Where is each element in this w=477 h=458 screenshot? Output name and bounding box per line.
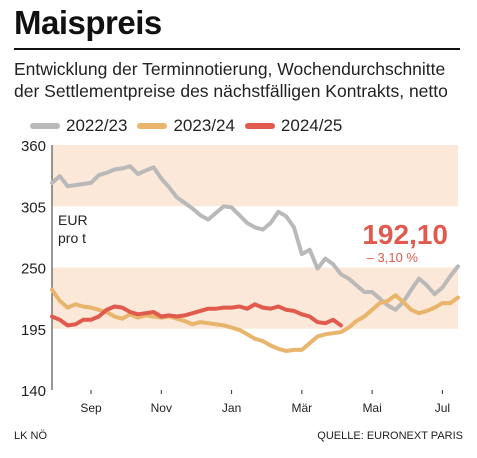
y-tick-label-195: 195 — [21, 322, 46, 339]
footer-source-left: LK NÖ — [14, 430, 48, 442]
y-tick-label-360: 360 — [21, 138, 46, 155]
legend-swatch-2022-23 — [30, 123, 60, 129]
x-tick-label-Nov: Nov — [151, 401, 172, 415]
x-tick-label-Mär: Mär — [292, 401, 313, 415]
price-band-2 — [52, 145, 458, 207]
x-tick-label-Jul: Jul — [435, 401, 450, 415]
current-price-change: – 3,10 % — [367, 250, 419, 265]
legend-label-2022-23: 2022/23 — [66, 116, 128, 135]
subtitle-line-2: der Settlementpreise des nächstfälligen … — [14, 81, 448, 101]
legend-label-2024-25: 2024/25 — [280, 116, 343, 135]
unit-label-line-2: pro t — [58, 230, 86, 246]
chart-subtitle: Entwicklung der Terminnotierung, Wochend… — [14, 58, 464, 102]
legend-label-2023-24: 2023/24 — [173, 116, 235, 135]
x-tick-label-Sep: Sep — [80, 401, 102, 415]
series-line-2024-25 — [50, 302, 343, 328]
footer-source-right: QUELLE: EURONEXT PARIS — [317, 430, 463, 442]
y-tick-label-305: 305 — [21, 199, 46, 216]
title-divider — [14, 48, 460, 50]
subtitle-line-1: Entwicklung der Terminnotierung, Wochend… — [14, 59, 446, 79]
legend-item-2023-24: 2023/24 — [137, 116, 235, 136]
chart-title: Maispreis — [14, 4, 162, 41]
legend-swatch-2024-25 — [244, 123, 275, 129]
series-line-2022-23 — [50, 164, 460, 312]
current-price-value: 192,10 — [362, 219, 448, 250]
y-tick-label-250: 250 — [21, 261, 46, 278]
chart-legend: 2022/23 2023/24 2024/25 — [30, 116, 352, 136]
series-line-2023-24 — [50, 287, 460, 353]
x-tick-label-Jan: Jan — [222, 401, 241, 415]
unit-label-line-1: EUR — [58, 212, 88, 228]
y-tick-label-140: 140 — [21, 383, 46, 400]
legend-item-2022-23: 2022/23 — [30, 116, 127, 136]
legend-swatch-2023-24 — [137, 123, 168, 129]
legend-item-2024-25: 2024/25 — [244, 116, 343, 136]
x-tick-label-Mai: Mai — [362, 401, 381, 415]
